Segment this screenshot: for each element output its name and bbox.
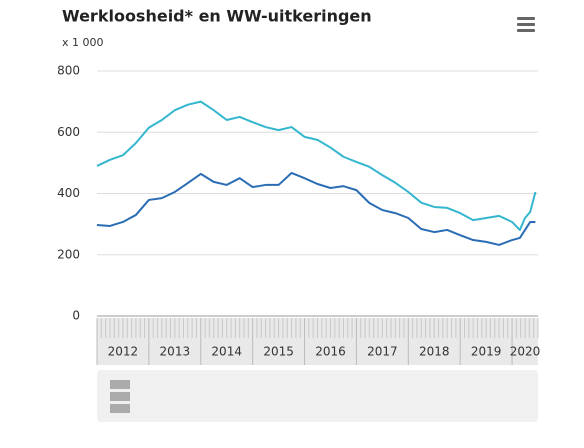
x-tick-label: 2017	[367, 345, 398, 359]
menu-icon[interactable]	[517, 17, 535, 32]
y-tick-label: 600	[57, 125, 80, 139]
series-line	[96, 171, 536, 246]
y-unit-label: x 1 000	[62, 36, 104, 49]
x-tick-label: 2015	[263, 345, 294, 359]
x-tick-label: 2013	[160, 345, 191, 359]
y-tick-label: 800	[57, 64, 80, 78]
x-tick-label: 2020	[510, 345, 541, 359]
x-tick-label: 2016	[315, 345, 346, 359]
y-tick-label: 400	[57, 186, 80, 200]
x-tick-label: 2018	[419, 345, 450, 359]
y-tick-label: 200	[57, 247, 80, 261]
x-tick-label: 2014	[211, 345, 242, 359]
x-tick-label: 2012	[108, 345, 139, 359]
chart-title: Werkloosheid* en WW-uitkeringen	[62, 7, 372, 26]
logo-box	[97, 370, 538, 422]
y-tick-label: 0	[72, 309, 80, 323]
x-tick-label: 2019	[471, 345, 502, 359]
logo	[110, 380, 130, 413]
series-line	[96, 100, 537, 231]
